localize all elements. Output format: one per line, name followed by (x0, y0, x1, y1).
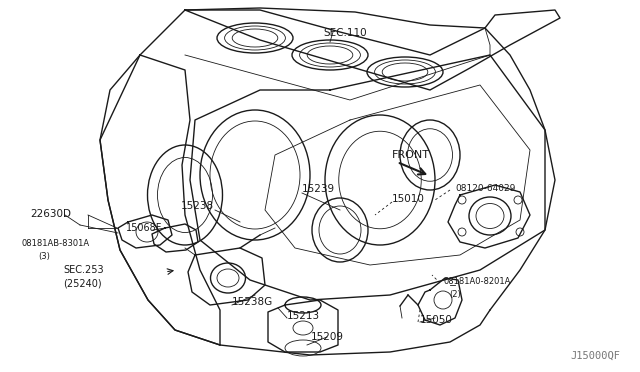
Text: 15010: 15010 (392, 194, 425, 204)
Text: 15239: 15239 (302, 184, 335, 194)
Text: 15213: 15213 (287, 311, 320, 321)
Text: 15068F: 15068F (126, 223, 163, 233)
Text: 15238: 15238 (181, 201, 214, 211)
Text: 08120-64029: 08120-64029 (455, 183, 515, 192)
Text: 08181AB-8301A: 08181AB-8301A (22, 238, 90, 247)
Text: 15209: 15209 (310, 332, 344, 342)
Text: FRONT: FRONT (392, 150, 430, 160)
Text: 08181A0-8201A: 08181A0-8201A (443, 278, 510, 286)
Text: (3): (3) (38, 251, 50, 260)
Text: 15238G: 15238G (232, 297, 273, 307)
Text: SEC.253: SEC.253 (63, 265, 104, 275)
Text: J15000QF: J15000QF (570, 351, 620, 361)
Text: (25240): (25240) (63, 278, 102, 288)
Text: (2): (2) (449, 291, 461, 299)
Text: 15050: 15050 (420, 315, 453, 325)
Text: SEC.110: SEC.110 (323, 28, 367, 38)
Text: 22630D: 22630D (30, 209, 71, 219)
